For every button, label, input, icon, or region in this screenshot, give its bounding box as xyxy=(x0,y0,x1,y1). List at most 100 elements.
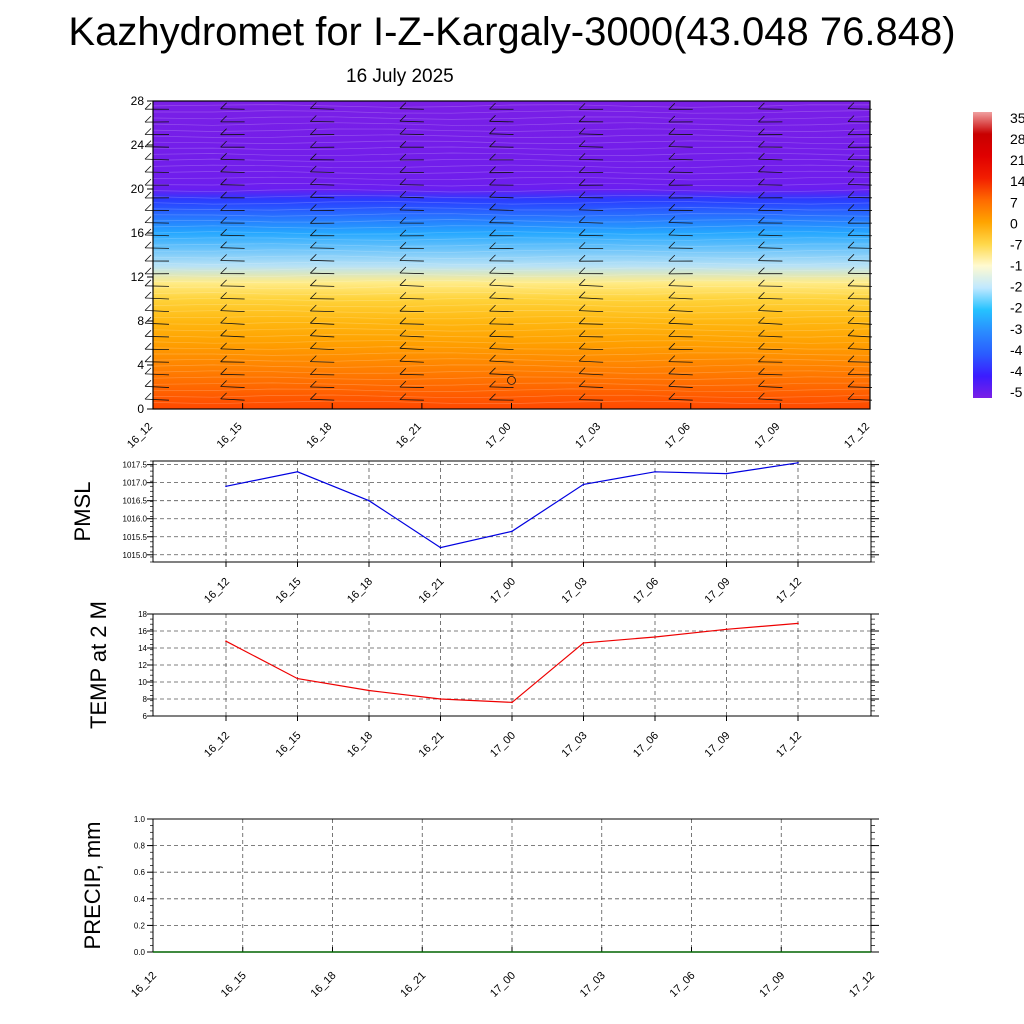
wind-barb xyxy=(310,322,335,325)
y-tick-label: 8 xyxy=(143,695,148,704)
wind-barb-flag xyxy=(399,127,407,135)
wind-barb xyxy=(579,297,604,300)
wind-barb-flag xyxy=(847,342,855,349)
wind-barb-flag xyxy=(220,392,227,400)
wind-barb-flag xyxy=(578,115,586,122)
wind-barb-flag xyxy=(758,329,765,337)
wind-barb-flag xyxy=(489,380,496,388)
data-point xyxy=(725,628,728,631)
wind-barb-flag xyxy=(489,153,496,161)
wind-barb-flag xyxy=(144,228,152,236)
contour-line xyxy=(152,164,871,169)
x-tick-label: 17_00 xyxy=(484,421,514,451)
wind-barb xyxy=(758,247,783,249)
precip-panel: 0.0 0.2 0.4 0.6 0.8 1.0 16_12 16_15 16_18 16_21 17… xyxy=(80,815,879,1000)
wind-barb xyxy=(144,322,170,325)
wind-barb-flag xyxy=(847,216,855,224)
wind-barb-flag xyxy=(668,330,676,337)
wind-barb xyxy=(399,196,424,199)
wind-barb-flag xyxy=(489,190,496,198)
colorbar-label: -1 xyxy=(1010,258,1023,274)
y-tick-label: 0 xyxy=(137,402,144,416)
wind-barb xyxy=(489,209,514,211)
wind-barb-flag xyxy=(399,102,407,109)
wind-barb xyxy=(668,158,693,161)
wind-barb xyxy=(144,146,170,148)
x-tick-label: 17_12 xyxy=(774,576,804,606)
wind-barb-flag xyxy=(578,166,586,173)
wind-barb xyxy=(220,335,245,338)
wind-barb-flag xyxy=(220,204,227,211)
wind-barb xyxy=(847,259,873,262)
data-point xyxy=(368,499,370,502)
wind-barb-flag xyxy=(220,267,227,274)
wind-barb xyxy=(310,259,335,262)
wind-barb-flag xyxy=(489,317,496,325)
contour-line xyxy=(152,188,871,193)
x-tick-label: 16_12 xyxy=(202,730,232,760)
wind-barb-flag xyxy=(220,254,227,261)
wind-barb-flag xyxy=(578,342,586,350)
wind-barb-flag xyxy=(668,355,676,362)
wind-barb xyxy=(310,171,335,173)
wind-barb-flag xyxy=(220,102,227,110)
wind-barb-flag xyxy=(310,368,317,375)
wind-barb-flag xyxy=(489,354,496,362)
wind-barb-flag xyxy=(489,203,496,210)
colorbar-label: 28 xyxy=(1010,131,1024,147)
wind-barb-flag xyxy=(144,304,152,311)
x-tick-label: 16_15 xyxy=(274,730,304,760)
wind-barb-flag xyxy=(399,254,407,261)
wind-barb-flag xyxy=(668,204,676,211)
wind-barb-flag xyxy=(578,140,586,147)
wind-barb-flag xyxy=(847,128,855,135)
colorbar-label: 35 xyxy=(1010,110,1024,126)
wind-barb xyxy=(847,348,873,350)
contour-line xyxy=(152,116,871,120)
wind-barb xyxy=(144,171,170,173)
wind-barb xyxy=(220,348,245,350)
contour-line xyxy=(152,134,871,138)
wind-barb-flag xyxy=(668,317,676,324)
x-tick-label: 16_12 xyxy=(202,576,232,606)
y-tick-label: 12 xyxy=(138,661,147,670)
wind-barb-flag xyxy=(847,102,855,109)
wind-barb-flag xyxy=(144,342,152,350)
wind-barb xyxy=(668,297,693,300)
colorbar-label: -4 xyxy=(1010,363,1023,379)
wind-barb-flag xyxy=(399,304,407,312)
wind-barb xyxy=(399,323,424,325)
wind-barb-flag xyxy=(144,241,152,249)
wind-barb-flag xyxy=(310,115,317,122)
wind-barb-flag xyxy=(399,203,407,211)
wind-barb-flag xyxy=(220,153,227,160)
wind-barb-flag xyxy=(310,329,317,336)
wind-barb-flag xyxy=(220,165,227,173)
wind-barb xyxy=(220,171,245,173)
wind-barb xyxy=(668,373,693,376)
wind-barb-flag xyxy=(489,393,496,401)
wind-barb xyxy=(310,272,335,275)
wind-barb xyxy=(310,386,335,388)
wind-barb-flag xyxy=(144,152,152,160)
wind-barb-flag xyxy=(758,279,765,287)
wind-barb xyxy=(489,373,514,376)
data-point xyxy=(439,698,442,700)
x-tick-label: 17_00 xyxy=(488,730,518,760)
wind-barb-flag xyxy=(220,368,227,375)
wind-barb-flag xyxy=(220,115,227,123)
x-tick-label: 16_12 xyxy=(125,421,155,451)
x-tick-label: 16_12 xyxy=(129,970,159,1000)
wind-barb-flag xyxy=(847,204,855,211)
y-tick-label: 16 xyxy=(138,627,147,636)
contour-line xyxy=(152,273,871,278)
wind-barb-flag xyxy=(758,254,765,261)
wind-barb-flag xyxy=(578,380,586,387)
wind-barb-flag xyxy=(310,191,317,198)
contour-line xyxy=(152,128,871,132)
colorbar-label: -3 xyxy=(1010,321,1023,337)
wind-barb xyxy=(489,386,514,388)
x-tick-label: 17_06 xyxy=(668,970,698,1000)
wind-barb xyxy=(310,184,335,186)
data-point xyxy=(296,677,299,680)
